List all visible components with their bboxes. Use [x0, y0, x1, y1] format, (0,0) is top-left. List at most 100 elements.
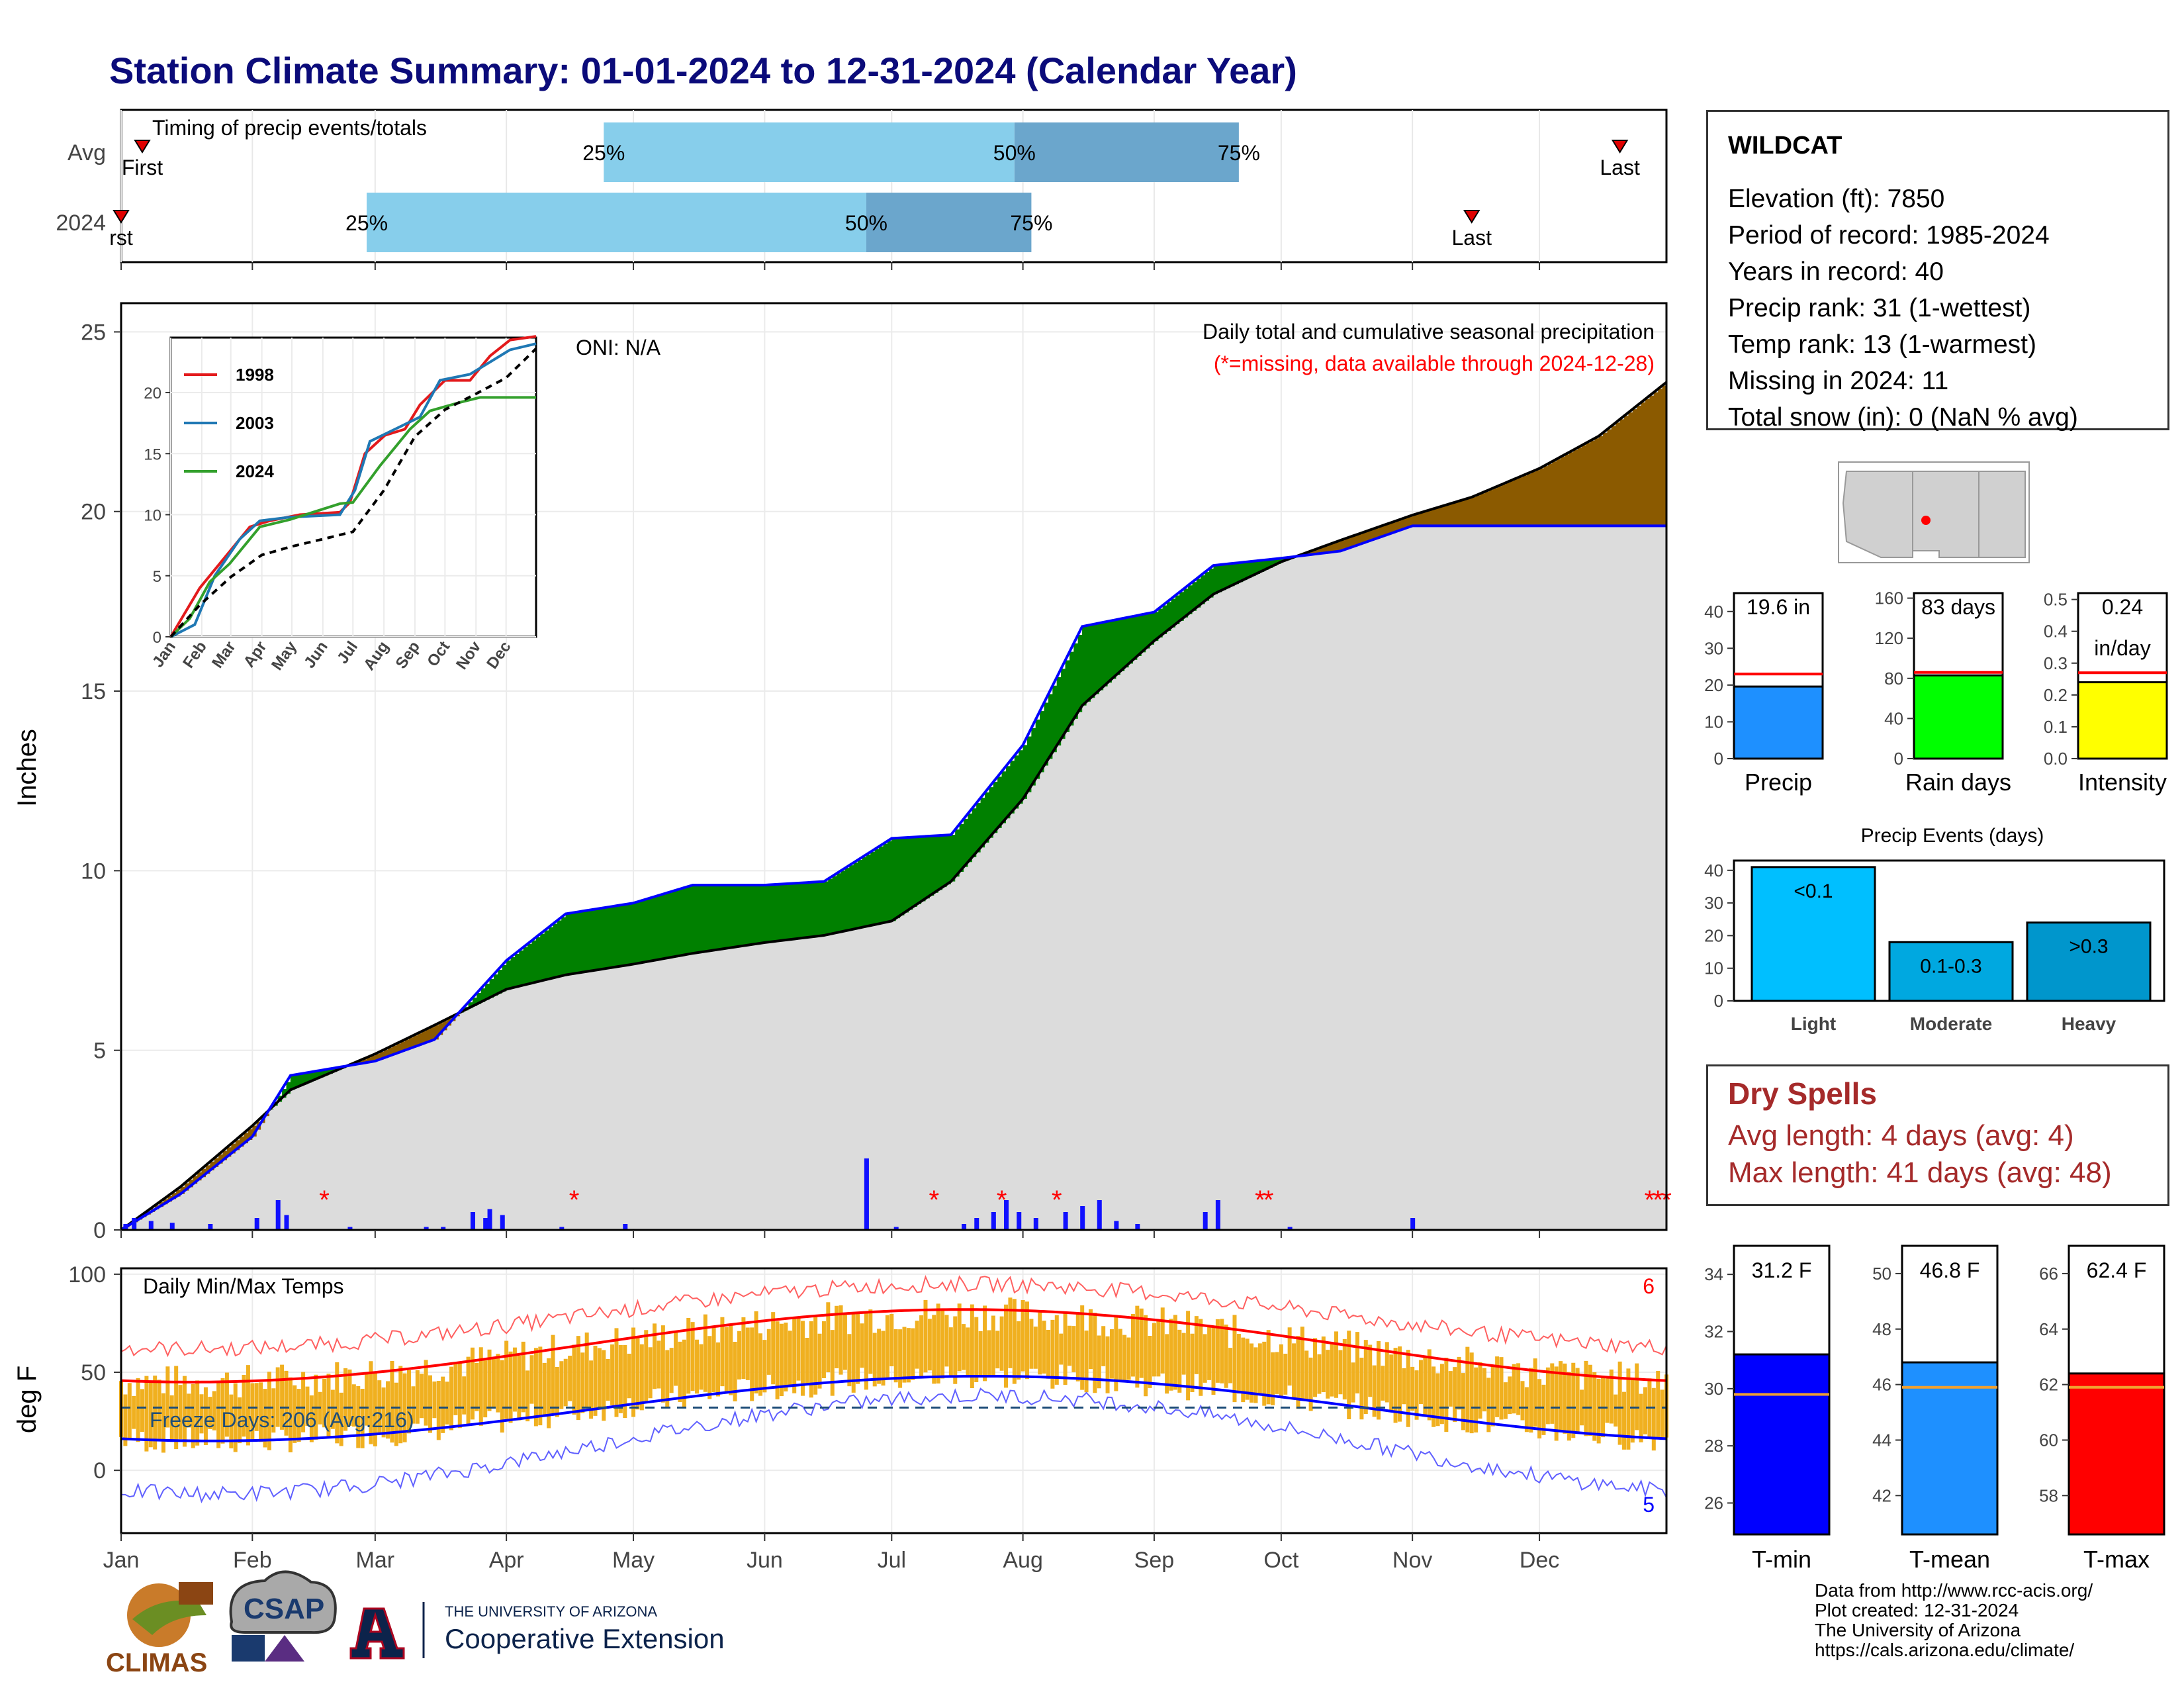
inset-ytick-label: 20 — [144, 385, 161, 402]
inset-series-line — [169, 396, 536, 638]
events-bar-label: >0.3 — [2069, 936, 2108, 958]
mini-bar-value — [2077, 681, 2168, 760]
events-ytick-label: 0 — [1714, 991, 1723, 1011]
daily-precip-bar — [1410, 1218, 1416, 1230]
average-cumulative-area — [121, 382, 1666, 1230]
precip-ytick-label: 25 — [81, 320, 106, 345]
credits: Data from http://www.rcc-acis.org/ Plot … — [1815, 1581, 2093, 1660]
temp-bar-name: T-min — [1752, 1546, 1811, 1573]
station-location-marker — [1921, 516, 1931, 525]
map-state-new-mexico — [1912, 471, 1979, 558]
temp-bar-ytick-label: 50 — [1872, 1264, 1891, 1284]
temp-bar-ytick-label: 46 — [1872, 1375, 1891, 1395]
daily-precip-bar — [470, 1212, 475, 1230]
mini-bar-ytick-label: 20 — [1704, 675, 1723, 695]
timing-panel-label: Timing of precip events/totals — [152, 116, 427, 140]
daily-precip-bar — [991, 1212, 996, 1230]
oni-label: ONI: N/A — [576, 336, 661, 359]
mini-bar-name: Precip — [1745, 769, 1812, 796]
csap-logo-mountain — [265, 1635, 304, 1662]
timing-q75-label: 75% — [1010, 211, 1052, 235]
temp-bar-ytick-label: 60 — [2039, 1430, 2058, 1450]
missing-day-marker: * — [319, 1186, 330, 1215]
events-ytick-label: 40 — [1704, 861, 1723, 880]
daily-precip-bar — [1287, 1227, 1293, 1230]
temp-ylabel: deg F — [13, 1366, 42, 1433]
daily-precip-bar — [500, 1215, 505, 1230]
university-of-arizona-logo: THE UNIVERSITY OF ARIZONA Cooperative Ex… — [349, 1602, 725, 1660]
missing-day-marker: * — [1653, 1186, 1663, 1215]
temp-bar-ytick-label: 32 — [1704, 1322, 1723, 1342]
mini-bar-value-label2: in/day — [2094, 636, 2150, 660]
mini-bar-ytick-label: 0 — [1714, 749, 1723, 769]
precip-ytick-label: 5 — [93, 1039, 106, 1064]
credit-university: The University of Arizona — [1815, 1620, 2021, 1640]
daily-precip-bar — [1033, 1218, 1038, 1230]
precip-ytick-label: 15 — [81, 679, 106, 704]
daily-precip-bar — [148, 1221, 154, 1230]
month-label: Jan — [103, 1548, 140, 1573]
station-elevation: Elevation (ft): 7850 — [1728, 185, 1945, 213]
mini-bar-ytick-label: 120 — [1875, 628, 1903, 648]
events-ytick-label: 30 — [1704, 893, 1723, 913]
temp-bar-value-label: 31.2 F — [1752, 1258, 1812, 1282]
daily-precip-bar — [483, 1218, 488, 1230]
credit-source: Data from http://www.rcc-acis.org/ — [1815, 1580, 2093, 1601]
events-category-label: Heavy — [2062, 1013, 2116, 1034]
csap-logo-cloud — [229, 1570, 337, 1634]
inset-legend-label: 2003 — [236, 413, 274, 433]
temp-bar-ytick-label: 64 — [2039, 1319, 2058, 1339]
events-bar — [2026, 921, 2152, 1002]
timing-q25-label: 25% — [345, 211, 388, 235]
inset-series-line — [170, 342, 537, 638]
inset-ytick-label: 15 — [144, 445, 161, 463]
month-label: Dec — [1520, 1548, 1559, 1573]
mini-bar-ytick-label: 0.3 — [2044, 653, 2068, 673]
temp-bar-ytick-label: 62 — [2039, 1375, 2058, 1395]
station-snow: Total snow (in): 0 (NaN % avg) — [1728, 403, 2078, 432]
timing-q75-label: 75% — [1218, 141, 1260, 165]
page-title: Station Climate Summary: 01-01-2024 to 1… — [109, 50, 1297, 91]
daily-precip-bar — [1215, 1200, 1220, 1230]
average-tmax-line — [120, 1308, 1667, 1383]
daily-precip-bar — [1017, 1212, 1022, 1230]
dry-spells-max: Max length: 41 days (avg: 48) — [1728, 1156, 2112, 1189]
precip-ytick-label: 0 — [93, 1218, 106, 1243]
mini-bar-value-label: 19.6 in — [1747, 595, 1810, 619]
temp-bar-name: T-mean — [1909, 1546, 1990, 1573]
record-high-line — [120, 1274, 1667, 1358]
temp-ytick-label: 50 — [81, 1360, 106, 1385]
temp-bar-ytick-label: 44 — [1872, 1430, 1891, 1450]
mini-bar-value-label: 0.24 — [2102, 595, 2143, 619]
mini-bar-ytick-label: 40 — [1884, 708, 1903, 728]
temp-bar-chart-2: 58 60 62 64 66 62.4 F T-max — [2039, 1244, 2165, 1573]
timing-bar-q50-q75 — [1014, 122, 1239, 182]
csap-logo-bars — [232, 1635, 265, 1662]
mini-bar-ytick-label: 0.2 — [2044, 685, 2068, 705]
cumulative-above-average-area-top — [269, 556, 1298, 1110]
month-label: May — [612, 1548, 655, 1573]
timing-last-marker — [1611, 140, 1629, 154]
month-label: Jun — [747, 1548, 783, 1573]
month-label: Jul — [878, 1548, 906, 1573]
temp-bar-ytick-label: 48 — [1872, 1319, 1891, 1339]
timing-bar-q25-q50 — [604, 122, 1015, 182]
temp-ytick-label: 0 — [93, 1458, 106, 1483]
observed-cumulative-line — [120, 524, 1666, 1231]
timing-panel: 25% 50% 75% First Last 25% 50% 75% rst Last Timin… — [56, 109, 1668, 270]
average-cumulative-line — [120, 381, 1668, 1231]
precip-ytick-label: 20 — [81, 500, 106, 525]
inset-ytick-label: 10 — [144, 507, 161, 525]
daily-precip-bar — [1004, 1200, 1009, 1230]
record-low-line — [120, 1387, 1667, 1504]
inset-ytick-label: 5 — [153, 568, 161, 586]
mini-bar-chart-2: 0.0 0.1 0.2 0.3 0.4 0.5 0.24 in/day Intensity — [2044, 590, 2168, 796]
daily-precip-bar — [559, 1227, 565, 1230]
mini-bar-ytick-label: 0.4 — [2044, 622, 2068, 641]
climas-logo-swoosh — [132, 1600, 206, 1635]
precip-events-chart: Precip Events (days) 0 10 20 30 40 <0.1 Light 0… — [1704, 825, 2165, 1034]
daily-precip-bar — [132, 1218, 137, 1230]
csap-logo: CSAP — [229, 1570, 337, 1662]
